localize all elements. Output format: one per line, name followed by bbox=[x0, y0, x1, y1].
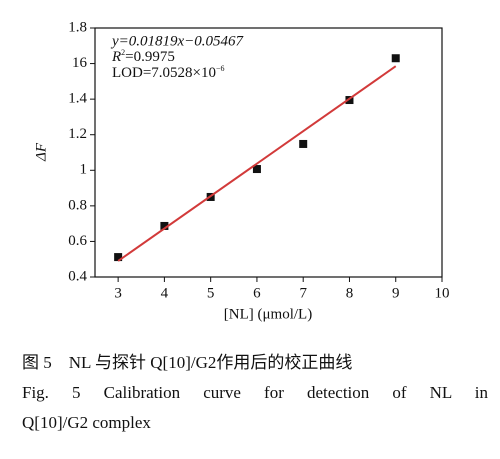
caption-zh: 图 5 NL 与探针 Q[10]/G2作用后的校正曲线 bbox=[22, 353, 353, 372]
lod-sup: −6 bbox=[216, 64, 225, 73]
r2-rest: =0.9975 bbox=[125, 49, 175, 65]
caption-en-1: Fig. 5 Calibration curve for detection o… bbox=[22, 383, 488, 402]
x-tick-label: 7 bbox=[299, 285, 307, 301]
plot-frame bbox=[94, 27, 443, 278]
r2-sup: 2 bbox=[121, 48, 125, 57]
x-tick-label: 5 bbox=[207, 285, 215, 301]
r-squared: R2=0.9975 bbox=[111, 48, 175, 66]
x-tick-label: 9 bbox=[392, 285, 400, 301]
y-tick-label: 1.2 bbox=[68, 126, 87, 142]
lod-base: LOD=7.0528×10 bbox=[112, 65, 216, 81]
x-tick-label: 10 bbox=[435, 285, 450, 301]
y-tick-label: 0.4 bbox=[68, 268, 87, 284]
x-axis-label: [NL] (μmol/L) bbox=[224, 306, 312, 322]
y-tick-label: 0.8 bbox=[68, 197, 87, 213]
data-point bbox=[345, 96, 354, 105]
y-tick-label: 1.4 bbox=[68, 91, 87, 107]
data-point bbox=[252, 165, 261, 174]
lod: LOD=7.0528×10−6 bbox=[112, 64, 225, 82]
y-axis-label: ΔF bbox=[33, 142, 49, 162]
caption-en-2: Q[10]/G2 complex bbox=[22, 413, 151, 432]
fit-equation: y=0.01819x−0.05467 bbox=[110, 33, 245, 49]
x-tick-label: 8 bbox=[346, 285, 354, 301]
r2-base: R bbox=[111, 49, 121, 65]
data-point bbox=[160, 221, 169, 230]
x-tick-label: 6 bbox=[253, 285, 261, 301]
y-tick-label: 16 bbox=[72, 55, 88, 71]
x-tick-label: 3 bbox=[114, 285, 122, 301]
y-tick-label: 1.8 bbox=[68, 19, 87, 35]
fit-line bbox=[117, 65, 397, 262]
data-point bbox=[114, 253, 123, 262]
y-tick-label: 1 bbox=[80, 162, 88, 178]
y-tick-label: 0.6 bbox=[68, 233, 87, 249]
chart: ΔF [NL] (μmol/L) y=0.01819x−0.05467 R2=0… bbox=[33, 19, 450, 322]
x-tick-label: 4 bbox=[161, 285, 169, 301]
data-point bbox=[391, 54, 400, 63]
data-point bbox=[299, 139, 308, 148]
